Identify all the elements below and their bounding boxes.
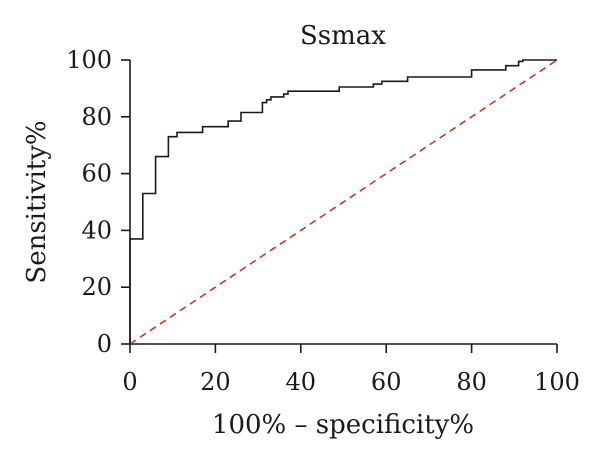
x-tick-label: 100 (534, 368, 580, 396)
axis-ticks: 0 20 40 60 80 100 0 20 40 60 80 100 (66, 46, 580, 396)
x-axis-label: 100% – specificity% (212, 410, 474, 440)
x-tick-label: 60 (371, 368, 402, 396)
y-tick-label: 80 (81, 103, 112, 131)
roc-curve-line (129, 59, 557, 344)
y-tick-label: 40 (81, 216, 112, 244)
x-tick-label: 20 (200, 368, 231, 396)
y-tick-label: 0 (97, 330, 112, 358)
y-axis-label: Sensitivity% (22, 120, 52, 283)
y-tick-label: 20 (81, 273, 112, 301)
x-tick-label: 80 (456, 368, 487, 396)
x-tick-label: 40 (286, 368, 317, 396)
x-tick-label: 0 (122, 368, 137, 396)
chart-title: Ssmax (300, 21, 386, 51)
y-tick-label: 100 (66, 46, 112, 74)
y-tick-label: 60 (81, 160, 112, 188)
reference-diagonal-line (129, 59, 558, 345)
